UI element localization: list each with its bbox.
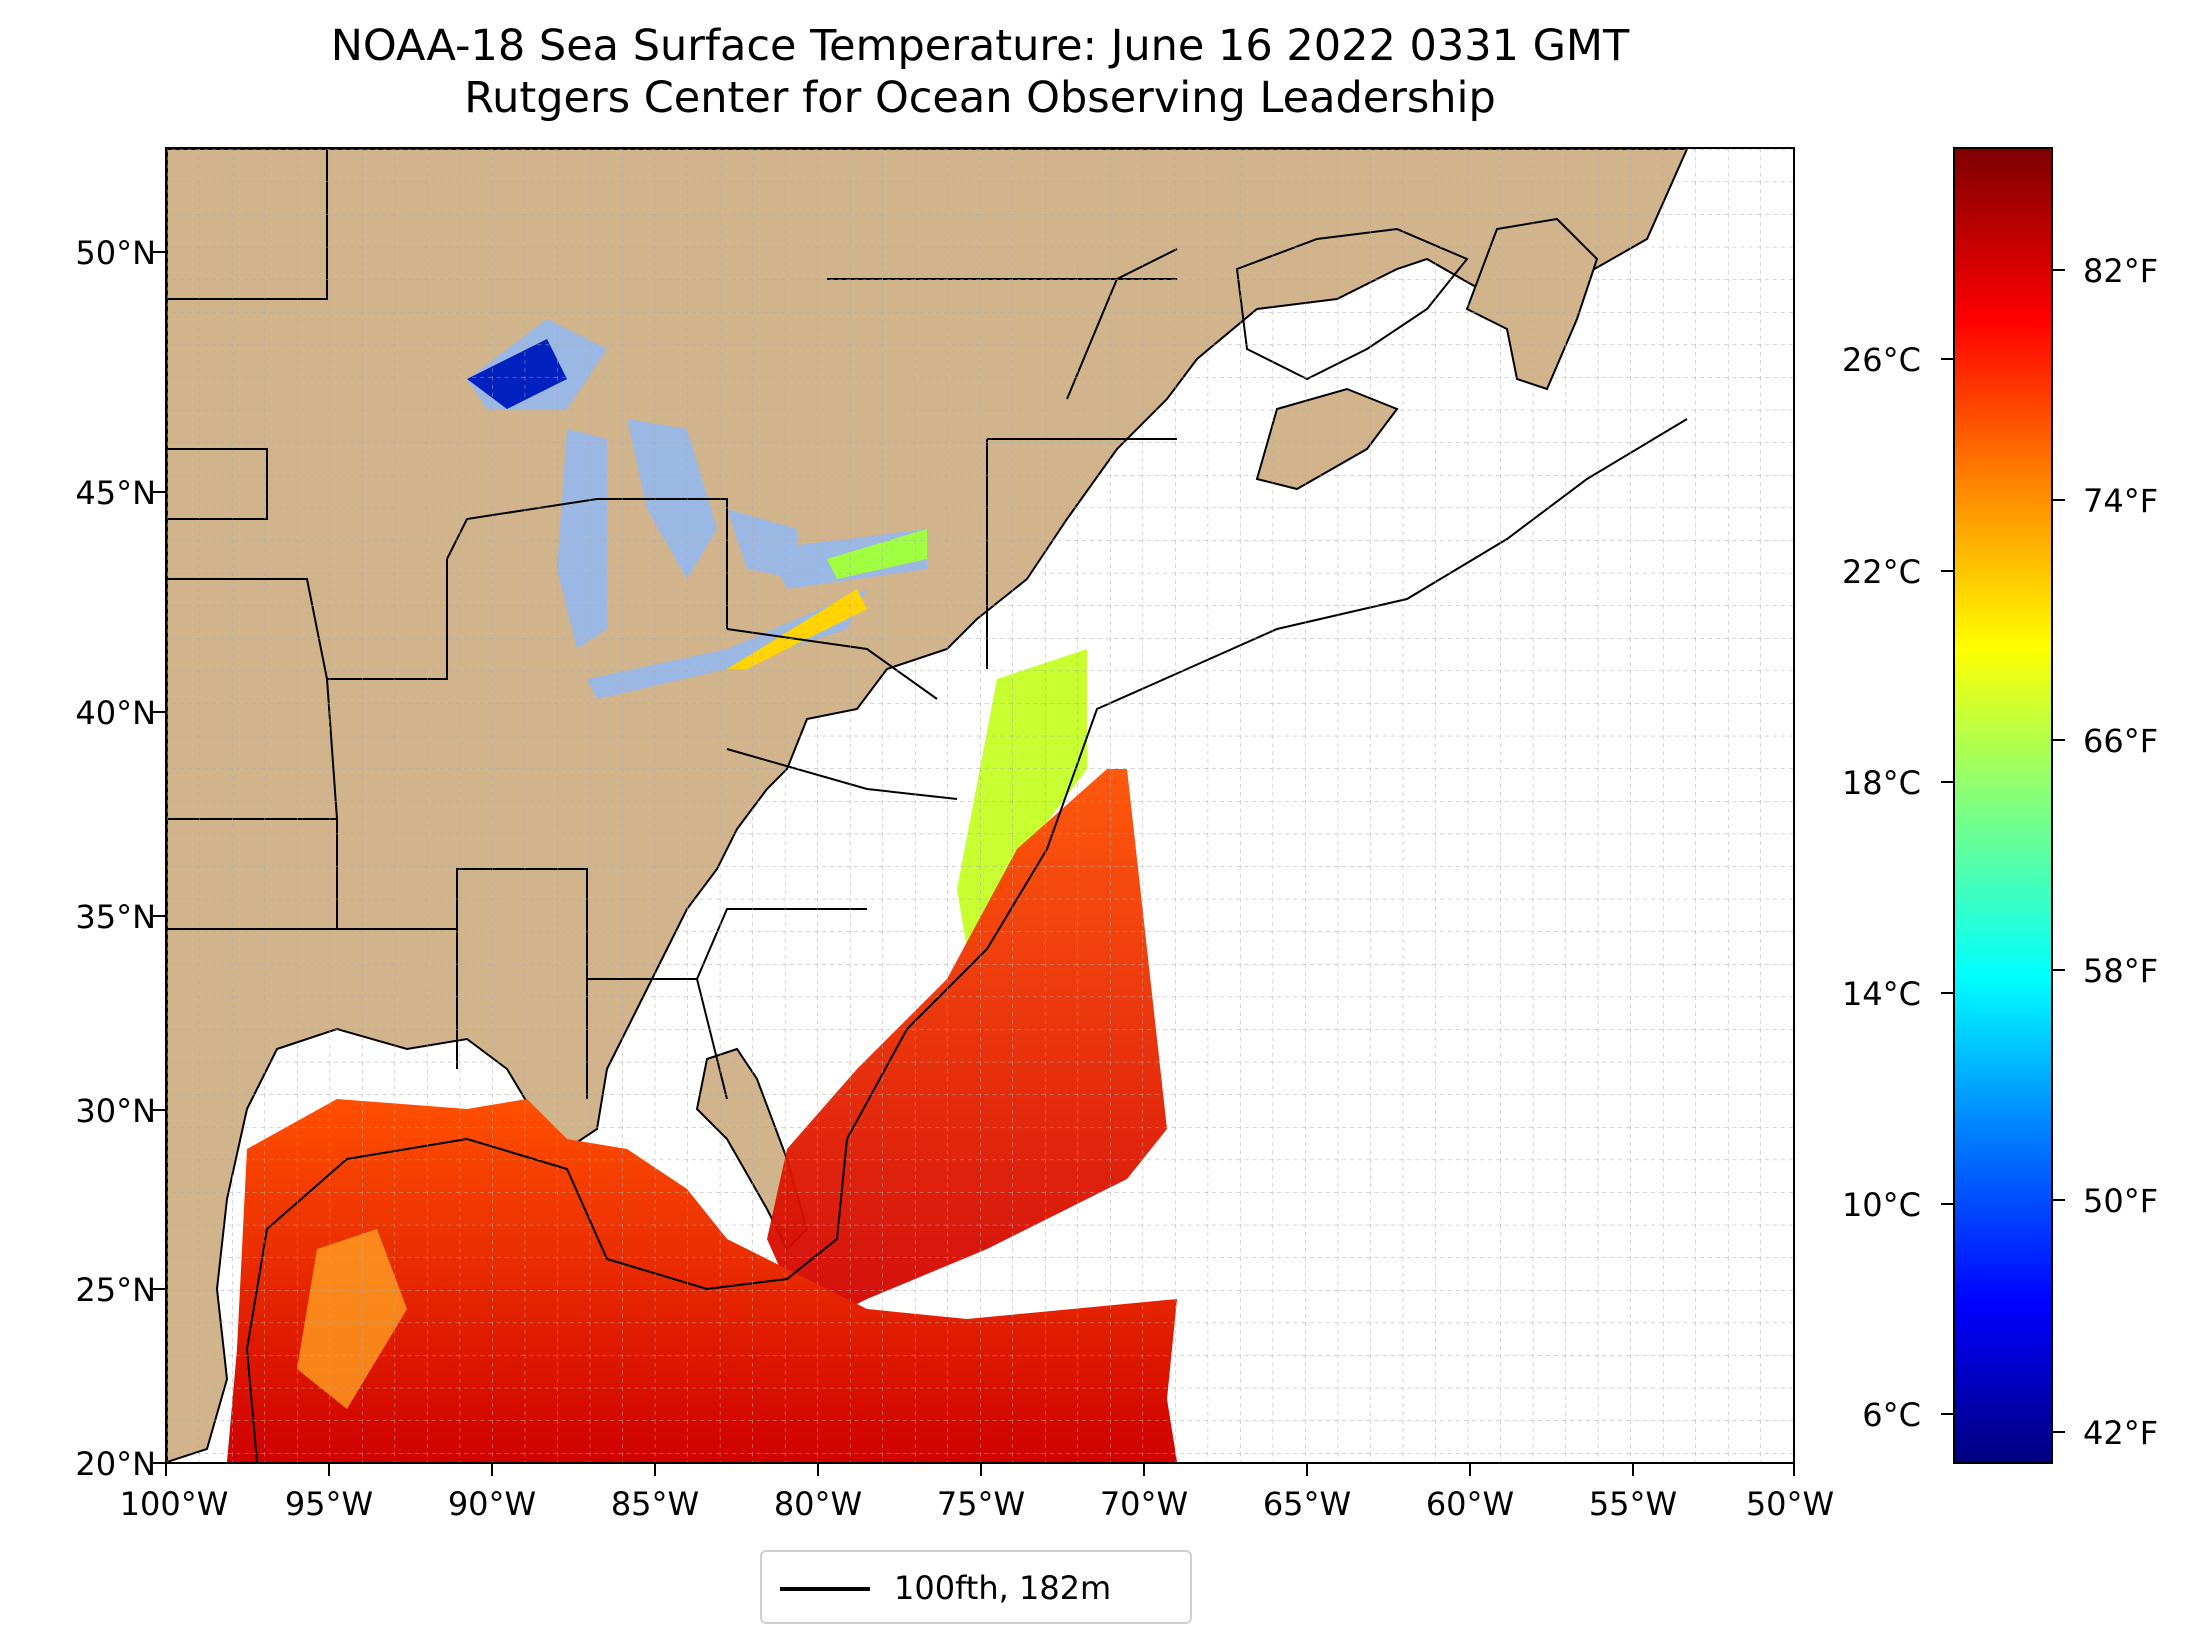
legend-box: 100fth, 182m	[760, 1550, 1192, 1624]
legend-line-swatch	[780, 1587, 870, 1591]
lon-tick-75w: 75°W	[936, 1485, 1026, 1523]
lon-tick-90w: 90°W	[447, 1485, 537, 1523]
colorbar-fahrenheit-tick: 74°F	[2083, 482, 2159, 520]
lon-tick-50w: 50°W	[1745, 1485, 1835, 1523]
colorbar-celsius-tick: 18°C	[1841, 764, 1921, 802]
lat-tick-45n: 45°N	[75, 474, 156, 512]
lat-tick-20n: 20°N	[75, 1445, 156, 1483]
legend-label: 100fth, 182m	[894, 1569, 1112, 1607]
lon-tick-85w: 85°W	[610, 1485, 700, 1523]
lat-tick-30n: 30°N	[75, 1092, 156, 1130]
lat-tick-40n: 40°N	[75, 694, 156, 732]
colorbar-celsius-tick: 10°C	[1841, 1186, 1921, 1224]
lon-tick-70w: 70°W	[1099, 1485, 1189, 1523]
colorbar-celsius-tick: 14°C	[1841, 975, 1921, 1013]
colorbar-fahrenheit-tick: 50°F	[2083, 1182, 2159, 1220]
chart-title: NOAA-18 Sea Surface Temperature: June 16…	[330, 21, 1630, 71]
lat-tick-50n: 50°N	[75, 234, 156, 272]
colorbar-fahrenheit-tick: 42°F	[2083, 1414, 2159, 1452]
lon-tick-55w: 55°W	[1588, 1485, 1678, 1523]
chart-subtitle: Rutgers Center for Ocean Observing Leade…	[464, 73, 1496, 123]
lon-tick-95w: 95°W	[284, 1485, 374, 1523]
colorbar-celsius-tick: 26°C	[1841, 341, 1921, 379]
colorbar-fahrenheit-tick: 66°F	[2083, 722, 2159, 760]
chart-title-block: NOAA-18 Sea Surface Temperature: June 16…	[165, 20, 1795, 124]
map-panel[interactable]	[165, 147, 1795, 1464]
lon-tick-60w: 60°W	[1425, 1485, 1515, 1523]
colorbar-fahrenheit-tick: 58°F	[2083, 952, 2159, 990]
colorbar-celsius-tick: 22°C	[1841, 553, 1921, 591]
colorbar-celsius-tick: 6°C	[1862, 1396, 1921, 1434]
lat-tick-25n: 25°N	[75, 1271, 156, 1309]
colorbar-fahrenheit-tick: 82°F	[2083, 252, 2159, 290]
lon-tick-80w: 80°W	[773, 1485, 863, 1523]
colorbar	[1953, 147, 2053, 1464]
lon-tick-100w: 100°W	[119, 1485, 229, 1523]
lat-tick-35n: 35°N	[75, 898, 156, 936]
lon-tick-65w: 65°W	[1262, 1485, 1352, 1523]
